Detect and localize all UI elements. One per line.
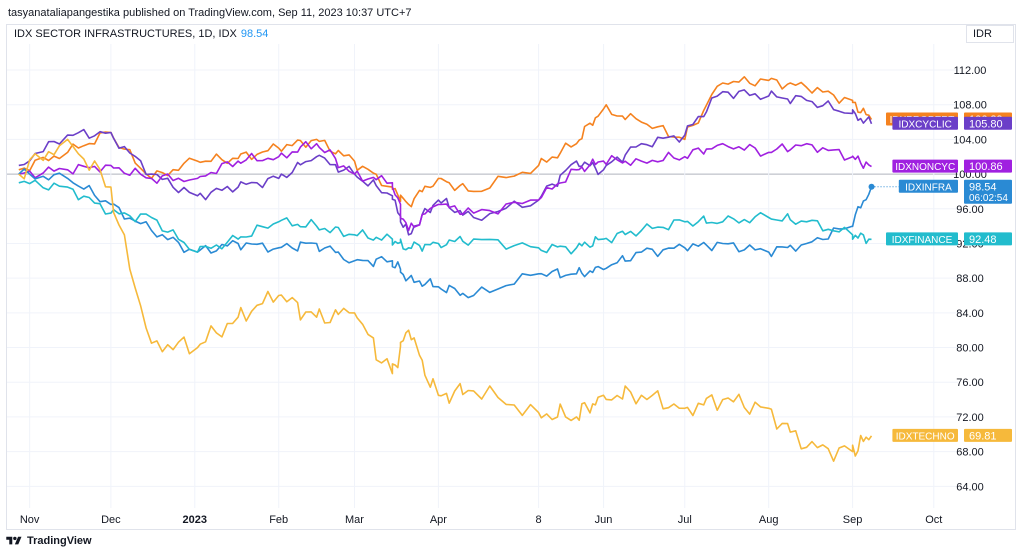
series-name-label: IDXINFRA bbox=[905, 182, 952, 193]
last-value-labels: IDXPROPERT106.29IDXCYCLIC105.80IDXNONCYC… bbox=[886, 112, 1012, 442]
series-label-cyclic: IDXCYCLIC 105.80 bbox=[892, 116, 1012, 130]
y-tick-label: 108.00 bbox=[953, 100, 987, 112]
y-tick-label: 72.00 bbox=[956, 412, 984, 424]
tradingview-logo-icon bbox=[6, 536, 22, 545]
series-line-noncyc bbox=[18, 140, 872, 232]
series-value-label: 105.80 bbox=[969, 118, 1003, 130]
series-value-label: 100.86 bbox=[969, 161, 1003, 173]
series-value-tag bbox=[964, 232, 1012, 246]
series-value-label: 98.54 bbox=[969, 181, 997, 193]
series-value-tag bbox=[964, 159, 1012, 173]
series-line-techno bbox=[18, 138, 873, 463]
series-time-label: 06:02:54 bbox=[969, 193, 1008, 204]
y-tick-label: 76.00 bbox=[956, 377, 984, 389]
series-name-tag bbox=[898, 179, 958, 193]
y-tick-label: 104.00 bbox=[953, 134, 987, 146]
x-tick-label: Aug bbox=[759, 514, 779, 526]
y-tick-label: 84.00 bbox=[956, 308, 984, 320]
legend-title: IDX SECTOR INFRASTRUCTURES, 1D, IDX bbox=[14, 28, 237, 40]
y-tick-label: 64.00 bbox=[956, 481, 984, 493]
y-tick-label: 112.00 bbox=[954, 65, 987, 77]
series-name-label: IDXTECHNO bbox=[896, 431, 955, 442]
series-line-infra bbox=[18, 168, 873, 299]
x-tick-label: 2023 bbox=[183, 514, 207, 526]
x-tick-label: Sep bbox=[843, 514, 863, 526]
legend-last-value: 98.54 bbox=[240, 28, 269, 40]
x-tick-label: Feb bbox=[269, 514, 288, 526]
footer-brand: TradingView bbox=[27, 535, 92, 547]
currency-selector[interactable]: IDR bbox=[966, 25, 1014, 43]
x-tick-label: Apr bbox=[430, 514, 447, 526]
grid bbox=[7, 44, 958, 508]
x-tick-label: Jun bbox=[595, 514, 613, 526]
y-tick-label: 88.00 bbox=[956, 273, 984, 285]
x-axis: Nov Dec 2023 Feb Mar Apr 8 Jun Jul Aug Sep Oct bbox=[20, 514, 942, 526]
x-tick-label: Dec bbox=[101, 514, 121, 526]
series-name-label: IDXFINANCE bbox=[892, 235, 953, 246]
series-name-tag bbox=[892, 116, 958, 130]
last-price-marker bbox=[868, 183, 875, 190]
series-line-finance bbox=[18, 179, 872, 255]
attribution-text: tasyanataliapangestika published on Trad… bbox=[8, 7, 412, 19]
series-line-cyclic bbox=[18, 89, 873, 236]
series-value-tag bbox=[964, 116, 1012, 130]
series-label-techno: IDXTECHNO 69.81 bbox=[892, 428, 1012, 442]
x-tick-label: Nov bbox=[20, 514, 40, 526]
x-tick-label: Oct bbox=[925, 514, 942, 526]
series-label-noncyc: IDXNONCYC 100.86 bbox=[892, 159, 1012, 173]
series-value-label: 92.48 bbox=[969, 234, 997, 246]
x-tick-label: Jul bbox=[678, 514, 692, 526]
series-value-label: 69.81 bbox=[969, 430, 997, 442]
chart-legend: IDX SECTOR INFRASTRUCTURES, 1D, IDX 98.54 bbox=[14, 28, 268, 40]
series-name-tag bbox=[886, 232, 958, 246]
series-lines bbox=[18, 76, 958, 463]
y-tick-label: 96.00 bbox=[956, 204, 984, 216]
footer: TradingView bbox=[6, 535, 92, 547]
y-tick-label: 68.00 bbox=[956, 447, 984, 459]
series-line-propert bbox=[18, 76, 873, 208]
chart-frame bbox=[6, 24, 1016, 530]
series-value-tag bbox=[964, 428, 1012, 442]
series-value-tag bbox=[964, 179, 1012, 204]
series-name-tag bbox=[892, 428, 958, 442]
series-name-label: IDXCYCLIC bbox=[899, 119, 952, 130]
series-label-finance: IDXFINANCE 92.48 bbox=[886, 232, 1012, 246]
x-tick-label: Mar bbox=[345, 514, 364, 526]
series-name-label: IDXNONCYC bbox=[895, 162, 955, 173]
y-tick-label: 80.00 bbox=[956, 343, 984, 355]
series-name-tag bbox=[892, 159, 958, 173]
x-tick-label: 8 bbox=[536, 514, 542, 526]
